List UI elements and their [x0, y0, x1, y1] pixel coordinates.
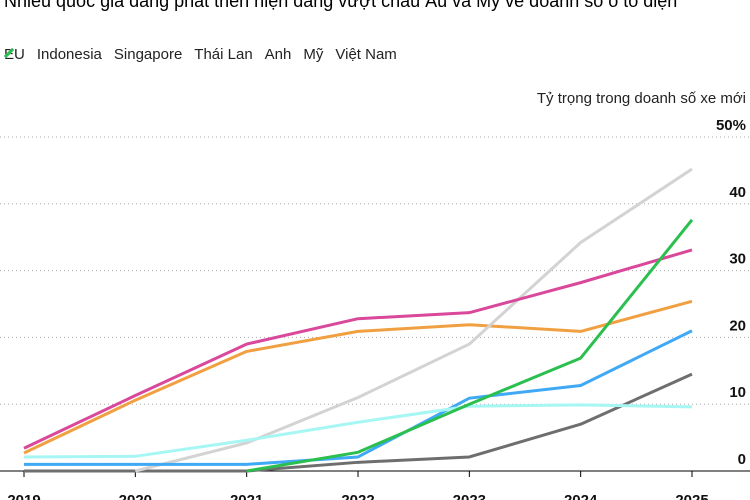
legend: EU Indonesia Singapore Thái Lan Anh Mỹ Việt Na… — [4, 46, 397, 63]
y-axis-label: Tỷ trọng trong doanh số xe mới — [537, 90, 746, 107]
x-tick-label: 2023 — [453, 492, 486, 500]
legend-item: Việt Nam — [4, 46, 397, 63]
y-tick-label: 20 — [729, 317, 746, 334]
y-tick-label: 30 — [729, 251, 746, 268]
x-tick-label: 2021 — [230, 492, 263, 500]
x-tick-label: 2019 — [7, 492, 40, 500]
x-tick-label: 2024 — [564, 492, 598, 500]
chart-title: Nhiều quốc gia đang phát triển hiện đang… — [4, 0, 678, 11]
legend-label: Mỹ — [303, 46, 324, 63]
series-line — [24, 329, 693, 466]
y-tick-label: 40 — [729, 184, 746, 201]
legend-label: Singapore — [113, 46, 183, 63]
legend-label: Thái Lan — [194, 46, 253, 63]
legend-label: Indonesia — [36, 46, 102, 63]
series-line — [134, 167, 693, 473]
legend-mark — [4, 47, 14, 58]
x-tick-label: 2022 — [341, 492, 374, 500]
legend-label: EU — [4, 46, 25, 63]
series-line — [23, 403, 693, 459]
x-tick-label: 2025 — [675, 492, 708, 500]
series-line — [23, 299, 693, 455]
x-tick-label: 2020 — [119, 492, 152, 500]
series-line — [24, 372, 693, 473]
legend-swatch — [4, 47, 14, 58]
y-tick-label: 10 — [729, 384, 746, 401]
series-line — [246, 218, 694, 473]
series-line — [23, 248, 693, 450]
legend-label: Việt Nam — [335, 46, 397, 63]
y-tick-label: 0 — [738, 451, 746, 468]
legend-label: Anh — [264, 46, 292, 63]
y-tick-label: 50% — [716, 117, 746, 134]
